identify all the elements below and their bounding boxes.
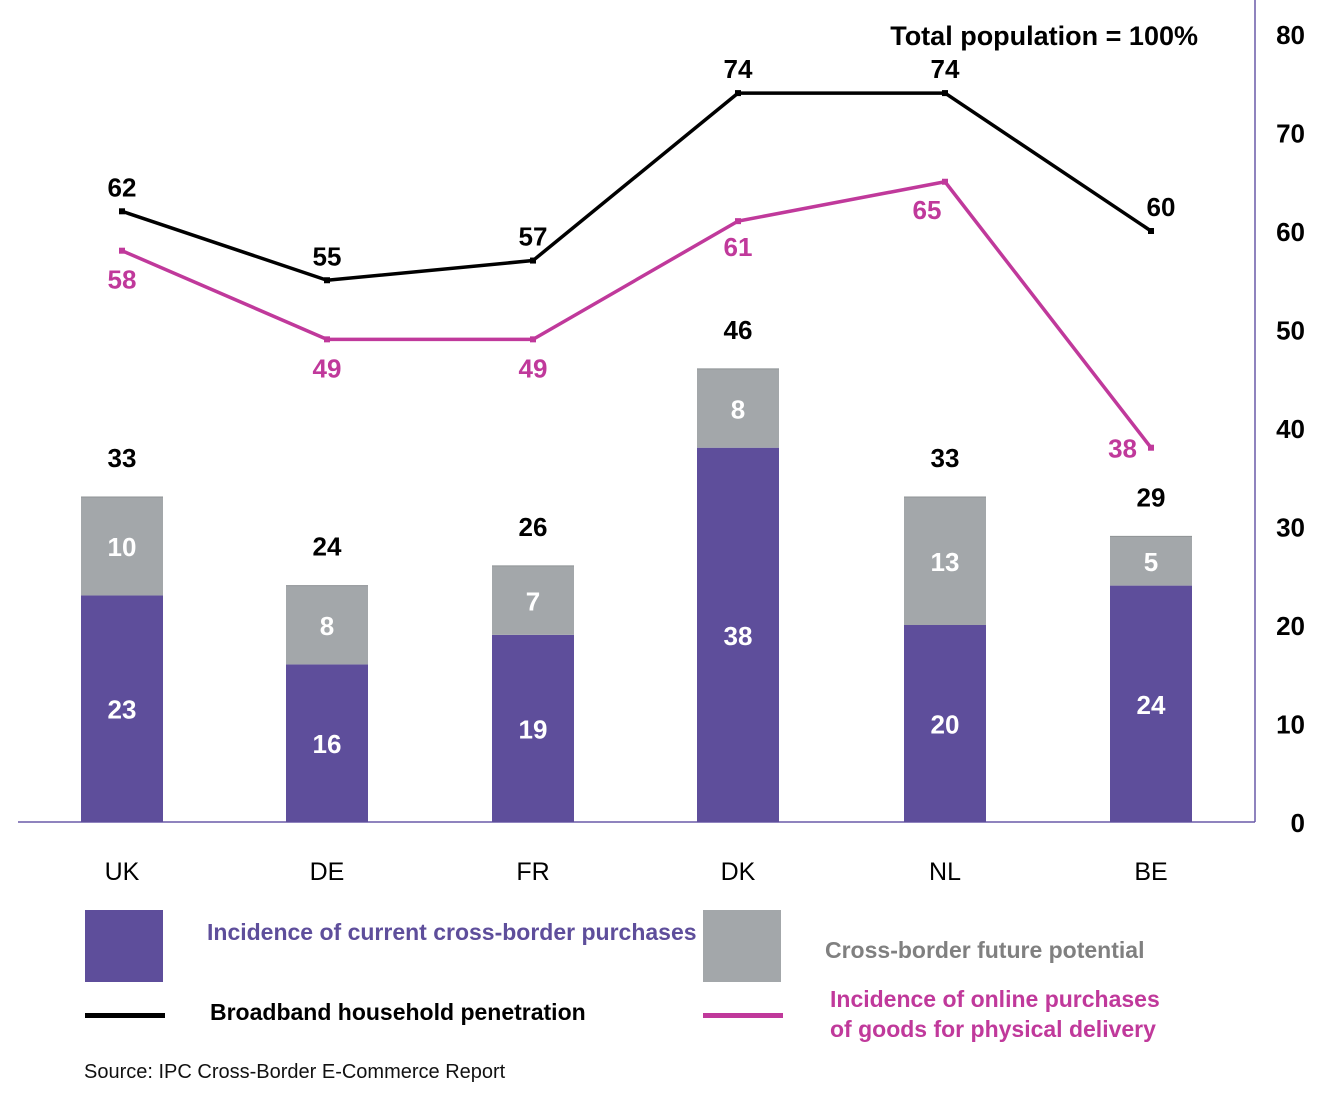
broadband-value-label: 55 (313, 241, 342, 271)
bar-current-de (286, 664, 368, 822)
online-purchases-value-label: 49 (519, 353, 548, 383)
legend-swatch-3 (85, 1013, 165, 1018)
broadband-value-label: 74 (931, 54, 960, 84)
bar-total-label: 24 (313, 532, 342, 562)
y-tick-label: 0 (1291, 808, 1305, 838)
bar-value-current: 19 (519, 714, 548, 744)
broadband-line (121, 91, 1152, 282)
online-purchases-point (1148, 444, 1154, 451)
bar-total-label: 46 (724, 315, 753, 345)
online-purchases-point (942, 178, 948, 185)
bar-value-potential: 10 (108, 532, 137, 562)
broadband-value-label: 62 (108, 172, 137, 202)
broadband-point (1148, 228, 1154, 234)
bar-value-potential: 5 (1144, 547, 1158, 577)
broadband-point (324, 277, 330, 284)
x-tick-label-de: DE (310, 858, 345, 886)
legend-swatch-2 (703, 910, 781, 982)
online-purchases-line (121, 180, 1153, 449)
legend-swatch-1 (85, 910, 163, 982)
bar-potential-de (286, 585, 368, 665)
bar-current-be (1110, 585, 1192, 822)
legend-label-2: Cross-border future potential (825, 935, 1144, 965)
legend-label-4: Incidence of online purchases of goods fo… (830, 984, 1160, 1044)
broadband-value-label: 57 (519, 222, 548, 252)
bar-value-potential: 7 (526, 586, 540, 616)
bar-total-label: 33 (931, 443, 960, 473)
bar-current-dk (697, 447, 779, 822)
broadband-point (119, 208, 125, 215)
online-purchases-point (324, 336, 330, 343)
online-purchases-value-label: 65 (913, 195, 942, 225)
labels-group: 23 10 33 UK 16 8 24 DE 19 7 26 FR 38 8 46 DK 20 13 33 NL 24 5… (105, 54, 1176, 886)
y-tick-label: 80 (1276, 20, 1305, 50)
bar-current-fr (492, 634, 574, 822)
broadband-value-label: 74 (724, 54, 753, 84)
bar-potential-fr (492, 565, 574, 635)
bar-value-potential: 13 (931, 547, 960, 577)
online-purchases-value-label: 49 (313, 353, 342, 383)
bar-value-current: 16 (313, 729, 342, 759)
chart-annotation: Total population = 100% (890, 21, 1198, 51)
x-tick-label-nl: NL (929, 858, 961, 886)
legend-label-1: Incidence of current cross-border purcha… (207, 917, 697, 947)
y-tick-label: 50 (1276, 316, 1305, 346)
bar-current-uk (81, 595, 163, 822)
x-tick-label-uk: UK (105, 858, 140, 886)
legend-label-line: Incidence of current cross-border purcha… (207, 919, 697, 945)
online-purchases-point (530, 336, 536, 343)
bar-potential-uk (81, 496, 163, 596)
broadband-point (735, 90, 741, 97)
bar-potential-be (1110, 536, 1192, 586)
online-purchases-point (119, 247, 125, 254)
legend-label-line: Incidence of online purchases (830, 986, 1160, 1012)
online-purchases-value-label: 58 (108, 265, 137, 295)
bar-current-nl (904, 625, 986, 822)
bar-value-potential: 8 (731, 394, 745, 424)
bar-value-potential: 8 (320, 611, 334, 641)
broadband-point (942, 90, 948, 97)
legend-label-line: Cross-border future potential (825, 937, 1145, 963)
y-tick-label: 60 (1276, 217, 1305, 247)
x-tick-label-dk: DK (721, 858, 756, 886)
broadband-value-label: 60 (1147, 192, 1176, 222)
x-tick-label-be: BE (1134, 858, 1167, 886)
bar-potential-dk (697, 368, 779, 448)
legend-label-line: Broadband household penetration (210, 999, 586, 1025)
y-tick-label: 20 (1276, 611, 1305, 641)
legend-label-line: of goods for physical delivery (830, 1016, 1156, 1042)
bar-total-label: 33 (108, 443, 137, 473)
bar-potential-nl (904, 496, 986, 625)
x-tick-label-fr: FR (516, 858, 549, 886)
y-tick-label: 10 (1276, 710, 1305, 740)
online-purchases-value-label: 38 (1108, 434, 1137, 464)
source-note: Source: IPC Cross-Border E-Commerce Repo… (84, 1061, 506, 1083)
online-purchases-point (735, 218, 741, 225)
y-tick-label: 30 (1276, 513, 1305, 543)
broadband-point (530, 257, 536, 264)
legend-label-3: Broadband household penetration (210, 997, 586, 1027)
bar-value-current: 20 (931, 710, 960, 740)
y-tick-label: 70 (1276, 119, 1305, 149)
bar-value-current: 23 (108, 695, 137, 725)
bar-value-current: 24 (1137, 690, 1166, 720)
bars-group (81, 368, 1192, 822)
bar-value-current: 38 (724, 621, 753, 651)
lines-group (119, 90, 1154, 451)
bar-total-label: 26 (519, 512, 548, 542)
y-tick-label: 40 (1276, 414, 1305, 444)
bar-total-label: 29 (1137, 482, 1166, 512)
online-purchases-value-label: 61 (724, 232, 753, 262)
legend-swatch-4 (703, 1013, 783, 1018)
